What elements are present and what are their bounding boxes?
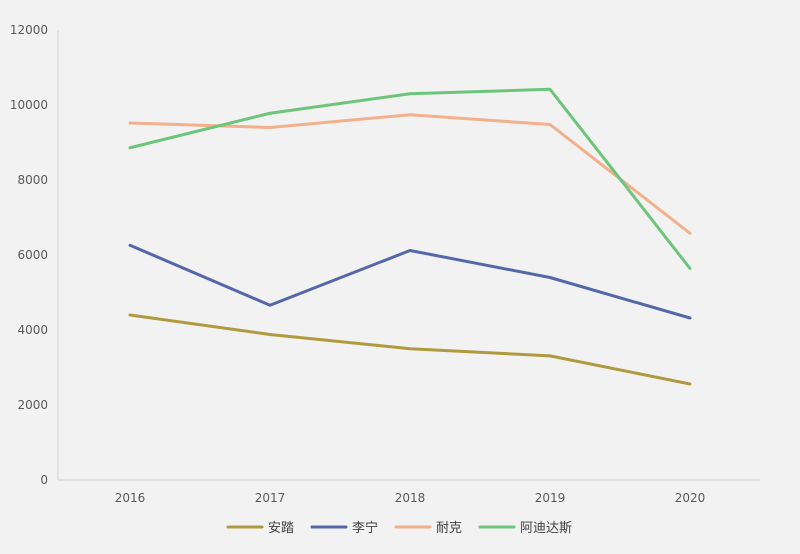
series-line-4 bbox=[128, 87, 692, 270]
legend-label: 耐克 bbox=[436, 521, 462, 536]
legend-item: 安踏 bbox=[226, 521, 294, 536]
legend-item: 阿迪达斯 bbox=[478, 521, 572, 536]
legend: 安踏 李宁 耐克 阿迪达斯 bbox=[226, 520, 572, 536]
series-lines bbox=[128, 87, 692, 386]
legend-item: 李宁 bbox=[310, 520, 378, 536]
legend-item: 耐克 bbox=[394, 521, 462, 536]
y-tick-label: 2000 bbox=[17, 398, 48, 412]
y-tick-label: 0 bbox=[40, 473, 48, 487]
y-tick-label: 6000 bbox=[17, 248, 48, 262]
x-tick-label: 2019 bbox=[535, 491, 566, 505]
y-tick-label: 10000 bbox=[10, 98, 48, 112]
y-tick-label: 4000 bbox=[17, 323, 48, 337]
x-tick-label: 2020 bbox=[675, 491, 706, 505]
legend-label: 李宁 bbox=[352, 520, 378, 536]
y-tick-label: 8000 bbox=[17, 173, 48, 187]
series-line-3 bbox=[128, 113, 692, 235]
y-axis: 0 2000 4000 6000 8000 10000 12000 bbox=[10, 23, 59, 487]
y-tick-label: 12000 bbox=[10, 23, 48, 37]
x-tick-label: 2018 bbox=[395, 491, 426, 505]
x-tick-label: 2017 bbox=[255, 491, 286, 505]
legend-label: 阿迪达斯 bbox=[520, 521, 572, 536]
x-tick-label: 2016 bbox=[115, 491, 146, 505]
series-line-1 bbox=[128, 313, 692, 386]
legend-label: 安踏 bbox=[268, 521, 294, 536]
series-line-2 bbox=[128, 243, 692, 320]
x-axis: 2016 2017 2018 2019 2020 bbox=[58, 479, 760, 505]
